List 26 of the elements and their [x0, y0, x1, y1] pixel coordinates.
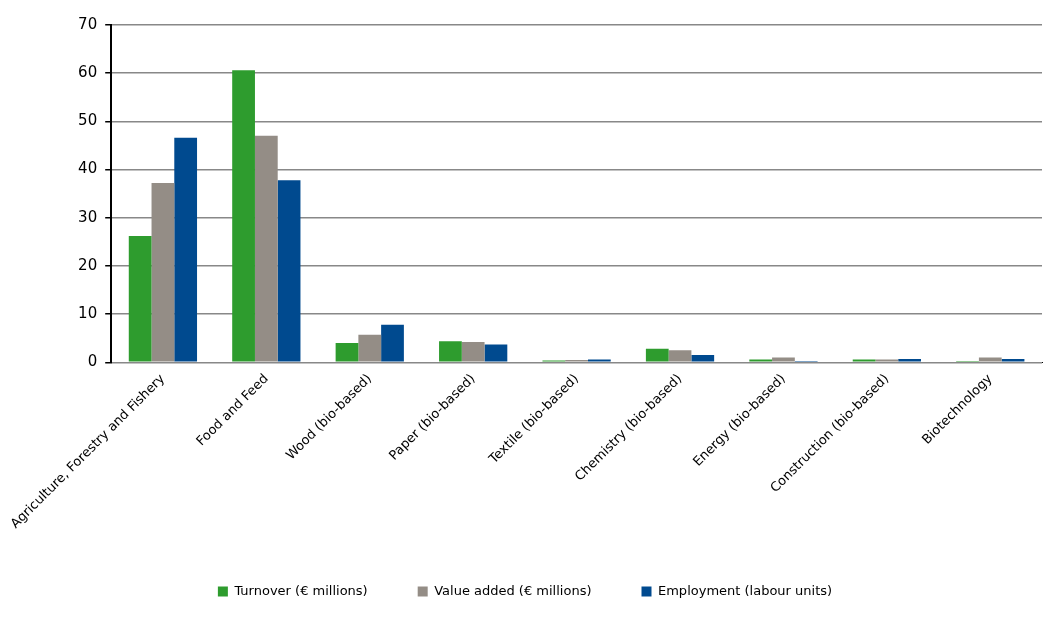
bar — [749, 359, 773, 362]
y-tick-label: 20 — [78, 255, 98, 274]
y-tick-label: 40 — [78, 159, 98, 178]
bar — [439, 341, 462, 362]
bar — [484, 344, 508, 362]
bar — [232, 70, 255, 362]
legend-label: Turnover (€ millions) — [233, 582, 368, 598]
bar — [852, 359, 876, 362]
y-tick-label: 30 — [78, 207, 98, 226]
y-tick-label: 50 — [78, 111, 98, 130]
bar — [128, 236, 152, 362]
bar — [645, 348, 669, 362]
bar — [335, 343, 359, 362]
bar — [277, 180, 301, 362]
y-tick-label: 10 — [78, 304, 98, 323]
bar — [1001, 358, 1025, 362]
legend-label: Value added (€ millions) — [434, 582, 592, 598]
bar — [174, 137, 198, 362]
y-tick-label: 60 — [78, 63, 98, 82]
legend-label: Employment (labour units) — [658, 582, 833, 598]
y-tick-label: 70 — [78, 14, 98, 33]
bar — [898, 358, 921, 362]
bar — [691, 355, 715, 362]
y-tick-label: 0 — [87, 352, 98, 371]
bar — [381, 324, 404, 362]
bar — [587, 359, 611, 362]
